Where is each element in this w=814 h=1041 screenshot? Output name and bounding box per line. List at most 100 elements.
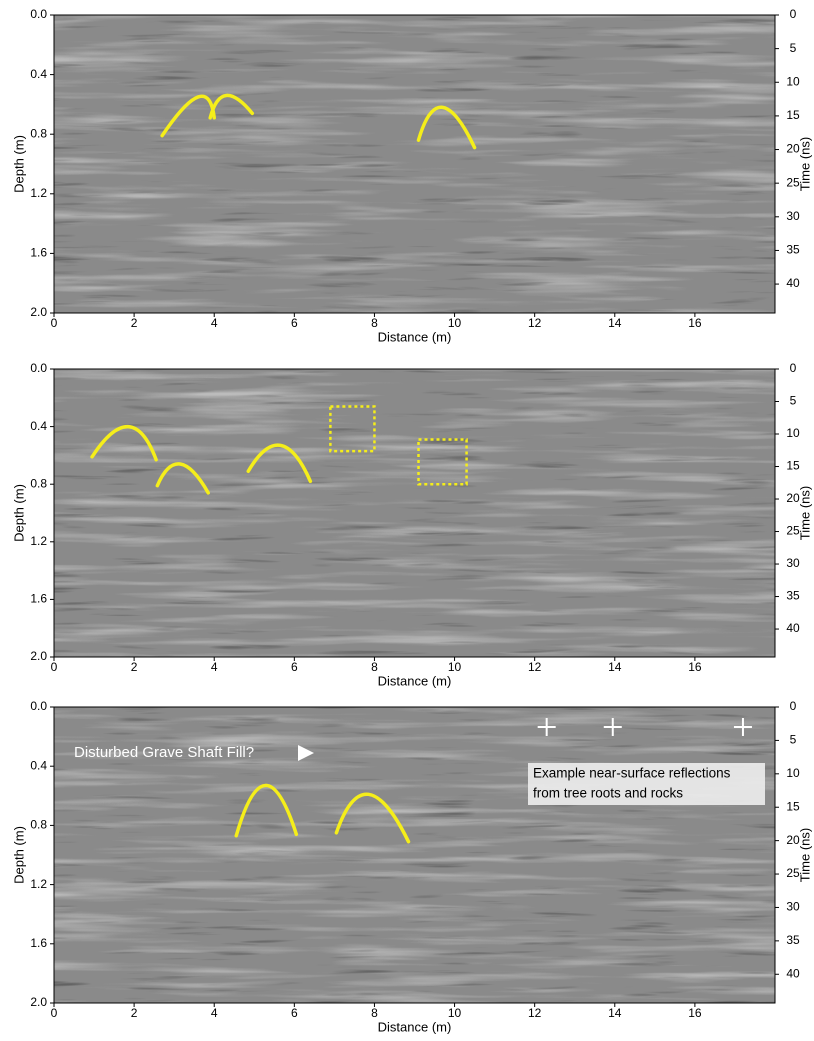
- y2-tick-label: 35: [786, 243, 800, 257]
- hyperbola: [416, 105, 477, 150]
- y2-tick-label: 30: [786, 556, 800, 570]
- y2-tick-label: 40: [786, 621, 800, 635]
- x-tick-label: 2: [131, 1006, 138, 1020]
- y-tick-label: 1.2: [30, 186, 47, 200]
- y2-tick-label: 20: [786, 491, 800, 505]
- x-tick-label: 4: [211, 316, 218, 330]
- y-tick-label: 1.6: [30, 936, 47, 950]
- radargram-stripes: [54, 707, 775, 1003]
- y-tick-label: 0.8: [30, 818, 47, 832]
- y2-tick-label: 35: [786, 933, 800, 947]
- y2-tick-label: 15: [786, 799, 800, 813]
- y2-tick-label: 10: [786, 766, 800, 780]
- y2-tick-label: 5: [790, 733, 797, 747]
- x-tick-label: 4: [211, 1006, 218, 1020]
- x-tick-label: 14: [608, 660, 622, 674]
- hyperbola: [246, 443, 313, 484]
- y2-tick-label: 25: [786, 524, 800, 538]
- annotation-arrow: [298, 745, 314, 761]
- target-box: [417, 438, 468, 486]
- cross-marker: [603, 717, 622, 736]
- x-tick-label: 16: [688, 316, 702, 330]
- x-tick-label: 2: [131, 316, 138, 330]
- y2-tick-label: 10: [786, 74, 800, 88]
- y2-tick-label: 40: [786, 276, 800, 290]
- y-tick-label: 0.8: [30, 126, 47, 140]
- cross-marker: [733, 717, 752, 736]
- hyperbola: [155, 462, 210, 495]
- x-tick-label: 16: [688, 660, 702, 674]
- x-tick-label: 10: [448, 660, 462, 674]
- annotation-box: [528, 763, 765, 805]
- x-tick-label: 0: [51, 660, 58, 674]
- annotation: Disturbed Grave Shaft Fill?: [74, 744, 254, 761]
- y-tick-label: 0.0: [30, 699, 47, 713]
- y-tick-label: 1.6: [30, 246, 47, 260]
- x-tick-label: 6: [291, 660, 298, 674]
- y-tick-label: 0.4: [30, 419, 47, 433]
- y-tick-label: 0.8: [30, 476, 47, 490]
- x-tick-label: 2: [131, 660, 138, 674]
- plot-frame: [53, 706, 776, 1004]
- y2-tick-label: 0: [790, 699, 797, 713]
- plot-frame: [53, 14, 776, 314]
- x-axis-label: Distance (m): [378, 673, 452, 688]
- y2-tick-label: 5: [790, 41, 797, 55]
- y2-tick-label: 5: [790, 394, 797, 408]
- y2-tick-label: 25: [786, 866, 800, 880]
- y2-tick-label: 30: [786, 209, 800, 223]
- x-tick-label: 14: [608, 1006, 622, 1020]
- x-tick-label: 8: [371, 316, 378, 330]
- x-tick-label: 14: [608, 316, 622, 330]
- y-tick-label: 0.4: [30, 67, 47, 81]
- cross-marker: [537, 717, 556, 736]
- y2-tick-label: 15: [786, 108, 800, 122]
- hyperbola: [90, 424, 158, 462]
- y2-tick-label: 25: [786, 175, 800, 189]
- y2-axis-label: Time (ns): [797, 828, 812, 882]
- y-tick-label: 0.0: [30, 361, 47, 375]
- y2-tick-label: 20: [786, 142, 800, 156]
- y2-tick-label: 30: [786, 900, 800, 914]
- x-tick-label: 16: [688, 1006, 702, 1020]
- x-tick-label: 6: [291, 1006, 298, 1020]
- y2-axis-label: Time (ns): [797, 137, 812, 191]
- plot-frame: [53, 368, 776, 658]
- hyperbola: [208, 93, 255, 120]
- x-axis-label: Distance (m): [378, 1019, 452, 1034]
- x-tick-label: 10: [448, 1006, 462, 1020]
- y2-tick-label: 0: [790, 7, 797, 21]
- radargram-stripes: [54, 15, 775, 313]
- y2-tick-label: 0: [790, 361, 797, 375]
- target-box: [329, 405, 376, 453]
- panel: 0 2 4 6 8 10 12 14 16 0.0 0.4 0.8 1.2 1.6 2.0 0 5 10 15 20 2…: [11, 7, 812, 344]
- y-tick-label: 1.2: [30, 877, 47, 891]
- y-tick-label: 2.0: [30, 305, 47, 319]
- y2-tick-label: 20: [786, 833, 800, 847]
- y2-axis-label: Time (ns): [797, 486, 812, 540]
- hyperbola: [234, 783, 299, 838]
- radargram-stripes: [54, 369, 775, 657]
- y2-tick-label: 10: [786, 426, 800, 440]
- y2-tick-label: 35: [786, 589, 800, 603]
- x-tick-label: 0: [51, 316, 58, 330]
- annotation-box-line: Example near-surface reflections: [533, 766, 731, 781]
- x-axis-label: Distance (m): [378, 329, 452, 344]
- y-axis-label: Depth (m): [11, 135, 26, 193]
- y-axis-label: Depth (m): [11, 826, 26, 884]
- x-tick-label: 8: [371, 660, 378, 674]
- x-tick-label: 10: [448, 316, 462, 330]
- y-tick-label: 1.2: [30, 534, 47, 548]
- panel: 0 2 4 6 8 10 12 14 16 0.0 0.4 0.8 1.2 1.6 2.0 0 5 10 15 20 2…: [11, 361, 812, 688]
- panel: 0 2 4 6 8 10 12 14 16 0.0 0.4 0.8 1.2 1.6 2.0 0 5 10 15 20 2…: [11, 699, 812, 1034]
- y-tick-label: 2.0: [30, 995, 47, 1009]
- y-tick-label: 0.0: [30, 7, 47, 21]
- x-tick-label: 8: [371, 1006, 378, 1020]
- x-tick-label: 12: [528, 316, 542, 330]
- x-tick-label: 12: [528, 1006, 542, 1020]
- x-tick-label: 4: [211, 660, 218, 674]
- x-tick-label: 0: [51, 1006, 58, 1020]
- x-tick-label: 12: [528, 660, 542, 674]
- hyperbola: [334, 792, 411, 844]
